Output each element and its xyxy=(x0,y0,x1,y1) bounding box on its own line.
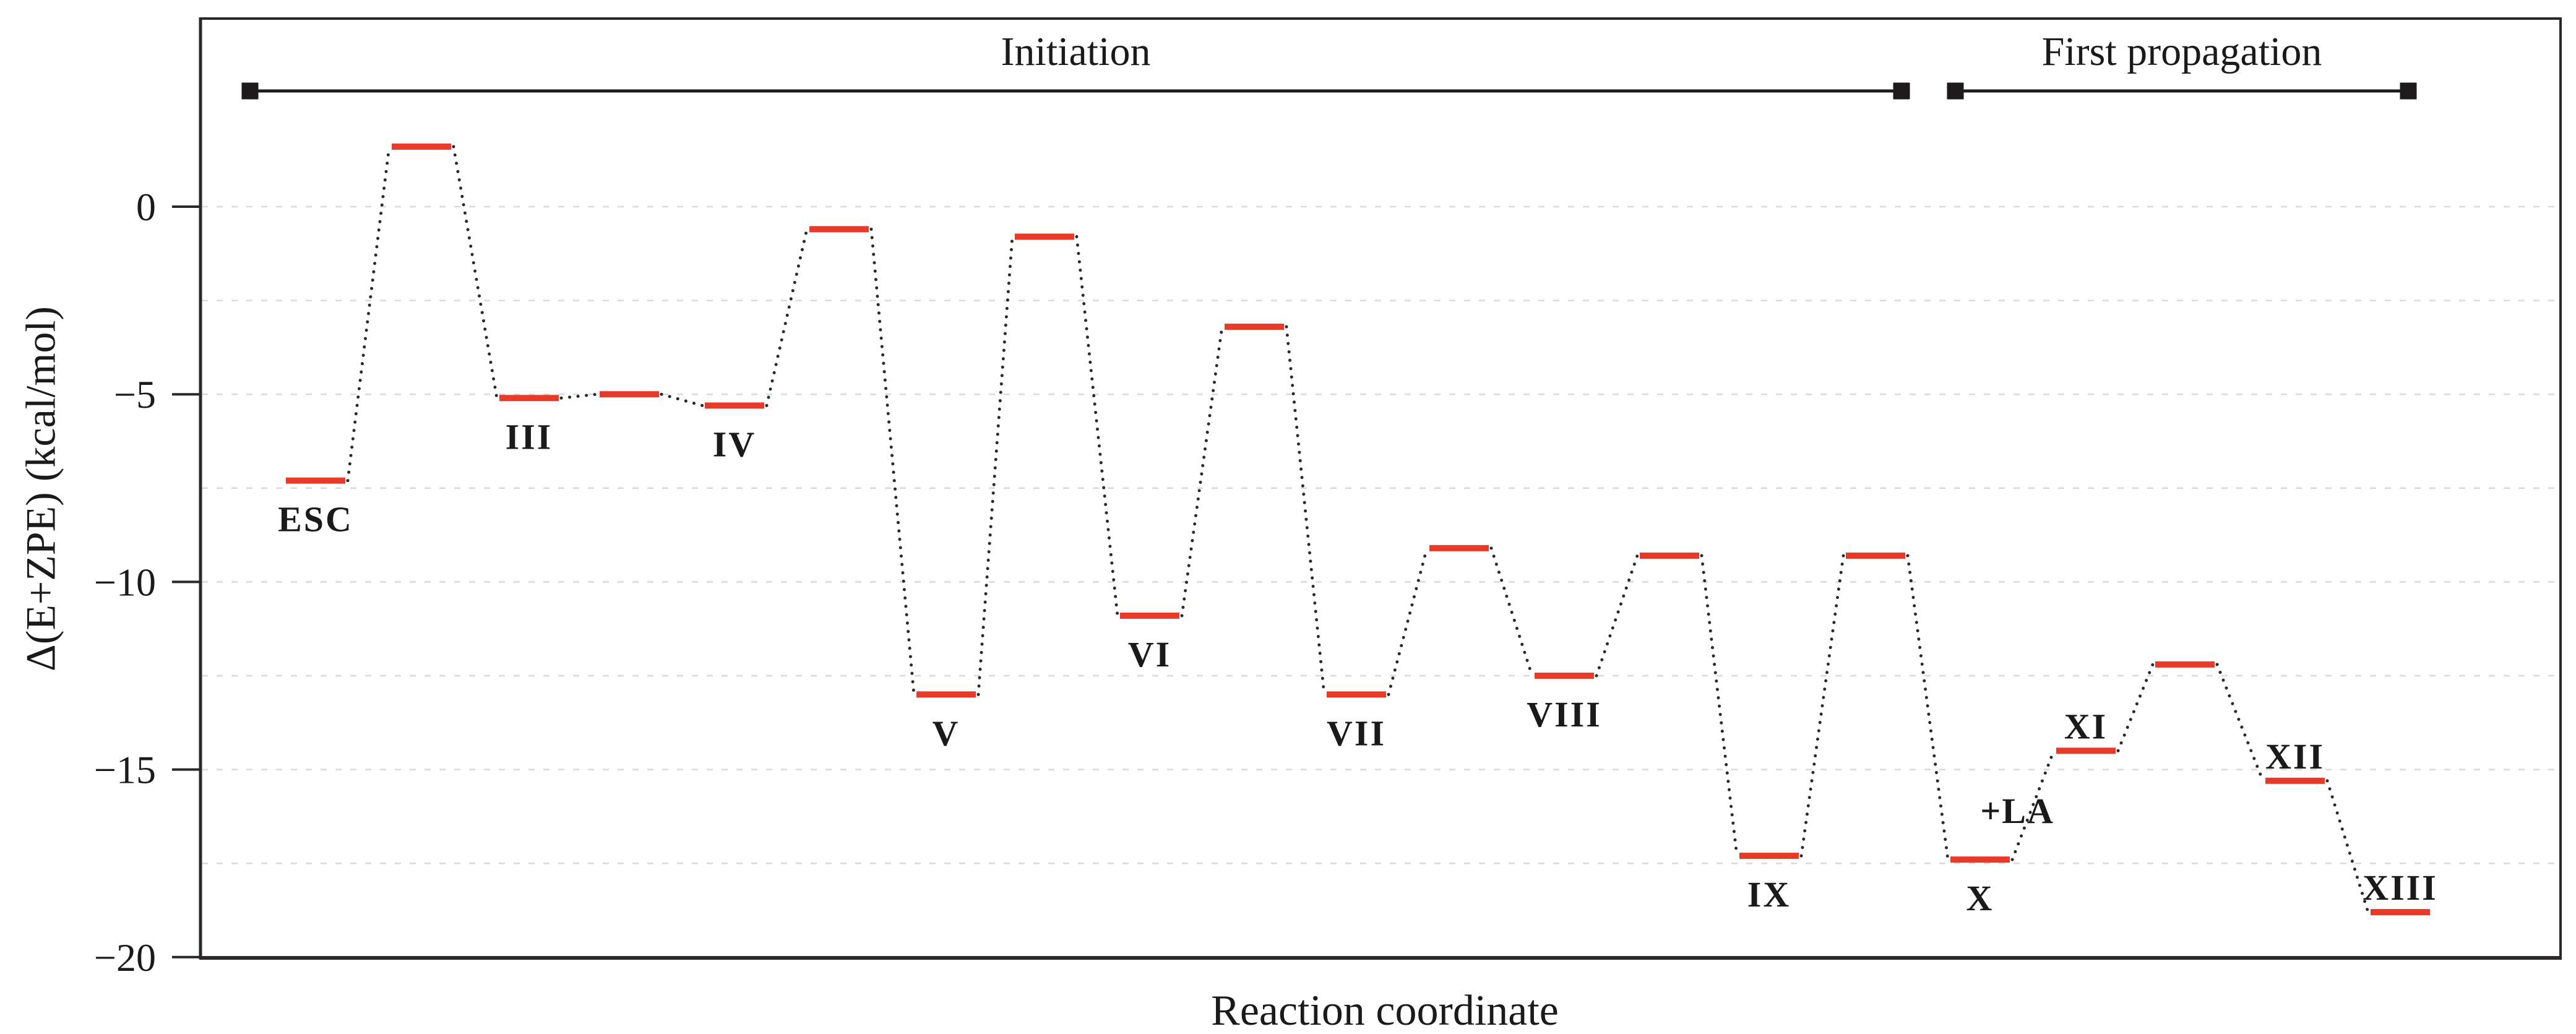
level-bar-IV xyxy=(705,402,764,409)
connector-dotted-line xyxy=(1799,554,1845,858)
connector-dotted-line xyxy=(765,227,809,407)
level-bar-VI xyxy=(1120,612,1179,619)
level-label: VII xyxy=(1327,713,1386,753)
level-bar-ESC xyxy=(286,477,345,484)
connector-dotted-line xyxy=(1700,554,1739,858)
connector-dotted-line xyxy=(452,145,499,400)
connector-dotted-line xyxy=(976,235,1014,696)
level-bar-ts xyxy=(1846,552,1905,559)
connector-dotted-line xyxy=(1387,546,1429,696)
level-label: XIII xyxy=(2363,868,2438,908)
level-bar-X xyxy=(1950,856,2010,863)
level-bar-V xyxy=(916,691,976,698)
connector-dotted-line xyxy=(660,392,704,407)
level-bar-ts xyxy=(392,143,451,150)
region-bracket-end-marker xyxy=(1947,82,1964,100)
connector-dotted-line xyxy=(2325,779,2370,914)
level-label: ESC xyxy=(278,499,353,540)
y-tick-label: 0 xyxy=(136,185,156,229)
level-bar-ts xyxy=(1640,552,1699,559)
level-bar-ts xyxy=(1015,233,1074,240)
level-label: IV xyxy=(713,424,756,464)
connector-dotted-line xyxy=(1285,325,1326,696)
connector-dotted-line xyxy=(2215,663,2265,783)
y-tick-label: −20 xyxy=(94,936,156,980)
region-bracket-end-marker xyxy=(241,82,259,100)
region-label: Initiation xyxy=(1001,29,1151,74)
level-bar-ts xyxy=(1429,545,1489,551)
level-bar-III xyxy=(499,395,559,402)
level-bar-VII xyxy=(1327,691,1386,698)
level-bar-IX xyxy=(1739,853,1799,860)
level-label: XII xyxy=(2265,736,2325,777)
annotation-label: +LA xyxy=(1980,791,2054,831)
level-bar-VIII xyxy=(1535,673,1594,679)
level-bar-XI xyxy=(2056,747,2116,754)
y-tick-label: −15 xyxy=(94,748,156,792)
x-axis-title: Reaction coordinate xyxy=(1211,987,1559,1034)
level-bar-XII xyxy=(2265,777,2325,784)
region-label: First propagation xyxy=(2042,29,2322,74)
level-bar-ts xyxy=(2155,661,2215,668)
region-bracket-end-marker xyxy=(1893,82,1910,100)
level-label: XI xyxy=(2064,706,2108,746)
level-label: VIII xyxy=(1527,694,1602,735)
connector-dotted-line xyxy=(1906,554,1950,861)
level-bar-XIII xyxy=(2371,909,2430,916)
level-label: V xyxy=(933,713,960,753)
level-bar-ts xyxy=(809,226,869,233)
connector-dotted-line xyxy=(2010,749,2056,861)
connector-dotted-line xyxy=(2116,663,2155,752)
connector-dotted-line xyxy=(1180,325,1224,618)
y-axis-title: Δ(E+ZPE) (kcal/mol) xyxy=(17,306,64,672)
connector-dotted-line xyxy=(559,392,599,400)
level-bar-ts xyxy=(1225,324,1284,330)
y-tick-label: −10 xyxy=(94,560,156,604)
connector-dotted-line xyxy=(346,145,391,483)
connector-dotted-line xyxy=(869,227,916,696)
level-label: IX xyxy=(1747,874,1791,915)
connector-dotted-line xyxy=(1075,235,1119,618)
connector-dotted-line xyxy=(1489,546,1534,678)
region-bracket-end-marker xyxy=(2400,82,2417,100)
level-label: III xyxy=(506,416,553,457)
y-tick-label: −5 xyxy=(114,373,156,416)
level-label: X xyxy=(1966,878,1994,918)
level-bar-ts xyxy=(600,391,659,398)
level-label: VI xyxy=(1128,634,1171,674)
connector-dotted-line xyxy=(1595,554,1639,678)
